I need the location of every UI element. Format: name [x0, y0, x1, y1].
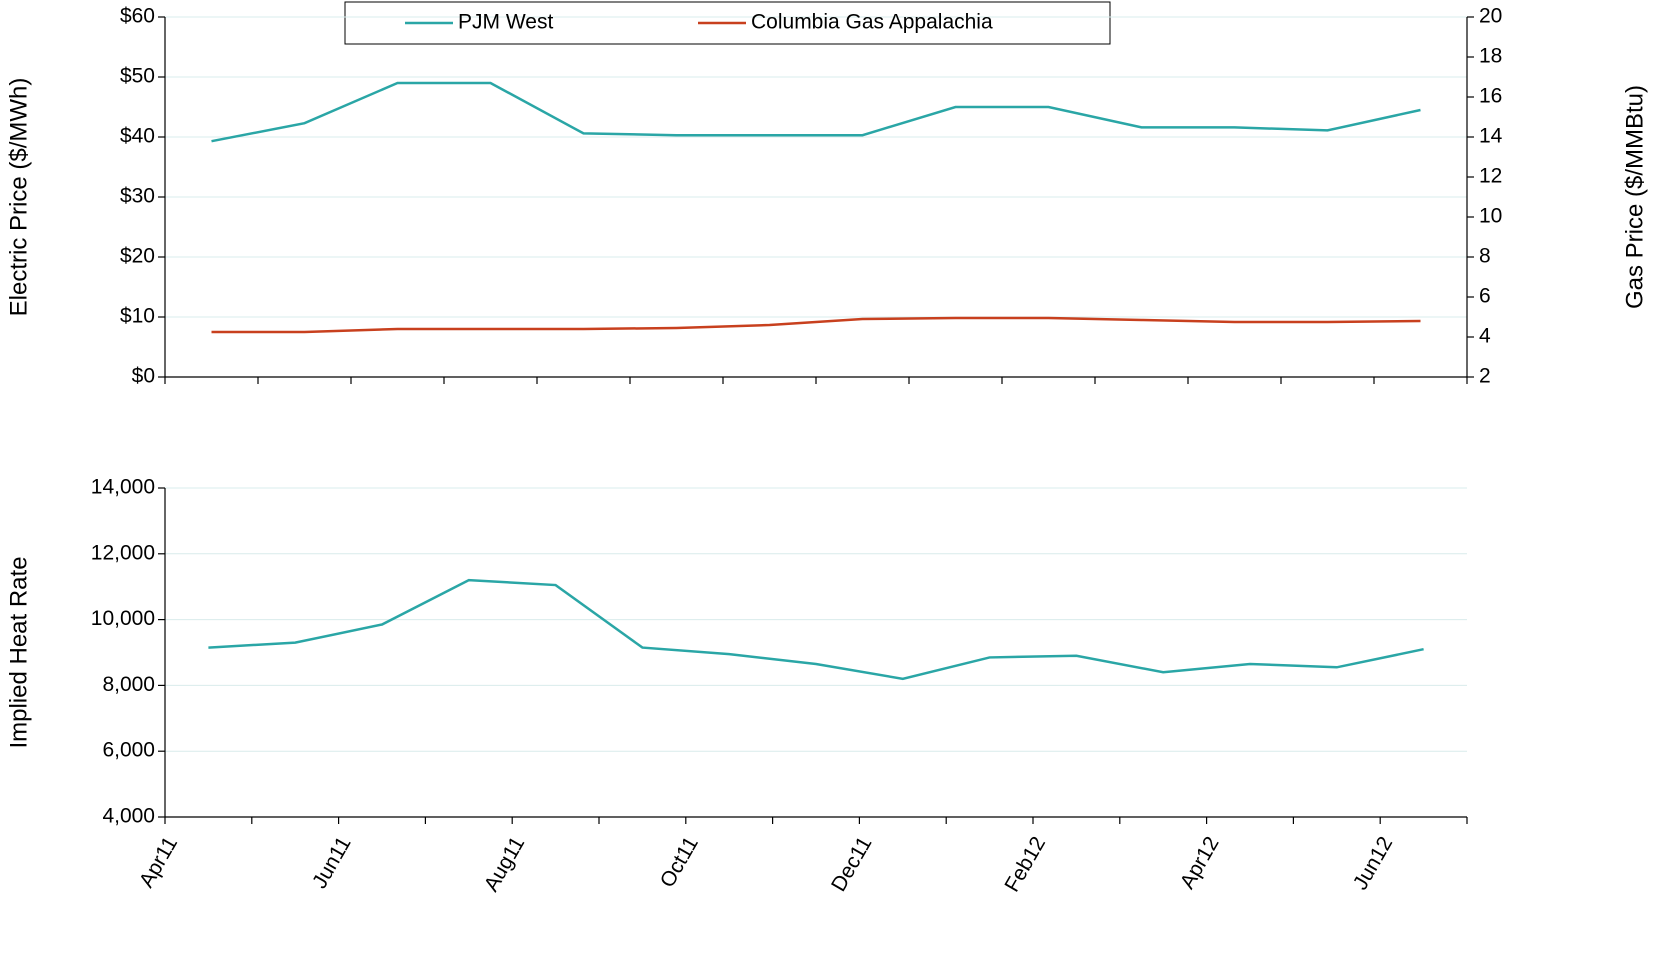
y-tick-label: 14,000: [91, 476, 155, 499]
x-tick-label: Feb12: [1000, 833, 1050, 896]
y2-tick-label: 16: [1479, 85, 1502, 108]
y-tick-label: 6,000: [102, 739, 155, 762]
y2-tick-label: 14: [1479, 125, 1503, 148]
y2-tick-label: 18: [1479, 45, 1502, 68]
y2-axis-label: Gas Price ($/MMBtu): [1621, 85, 1648, 309]
y-tick-label: 4,000: [102, 805, 155, 828]
y2-tick-label: 12: [1479, 165, 1502, 188]
legend-label: Columbia Gas Appalachia: [751, 11, 993, 34]
y-tick-label: $30: [120, 185, 155, 208]
y2-tick-label: 8: [1479, 245, 1491, 268]
x-tick-label: Aug11: [480, 833, 530, 896]
y-tick-label: $0: [132, 365, 155, 388]
y-tick-label: $60: [120, 5, 155, 28]
y-tick-label: 12,000: [91, 541, 155, 564]
x-tick-label: Dec11: [827, 833, 876, 896]
y-tick-label: 10,000: [91, 607, 155, 630]
y2-tick-label: 4: [1479, 325, 1491, 348]
y2-tick-label: 6: [1479, 285, 1491, 308]
y2-tick-label: 20: [1479, 5, 1502, 28]
line-series: [211, 81, 1421, 143]
line-series: [208, 578, 1424, 681]
x-tick-label: Oct11: [656, 833, 703, 892]
x-tick-label: Apr11: [135, 833, 182, 892]
y-tick-label: $50: [120, 65, 155, 88]
y-tick-label: $10: [120, 305, 155, 328]
y2-tick-label: 10: [1479, 205, 1502, 228]
x-tick-label: Apr12: [1176, 833, 1224, 893]
y-axis-label: Electric Price ($/MWh): [5, 78, 32, 317]
x-tick-label: Jun12: [1349, 833, 1398, 894]
y-tick-label: $20: [120, 245, 155, 268]
y-axis-label: Implied Heat Rate: [5, 556, 32, 748]
legend-label: PJM West: [458, 11, 553, 34]
y-tick-label: $40: [120, 125, 155, 148]
line-series: [211, 316, 1421, 334]
x-tick-label: Jun11: [308, 833, 356, 893]
y2-tick-label: 2: [1479, 365, 1491, 388]
y-tick-label: 8,000: [102, 673, 155, 696]
